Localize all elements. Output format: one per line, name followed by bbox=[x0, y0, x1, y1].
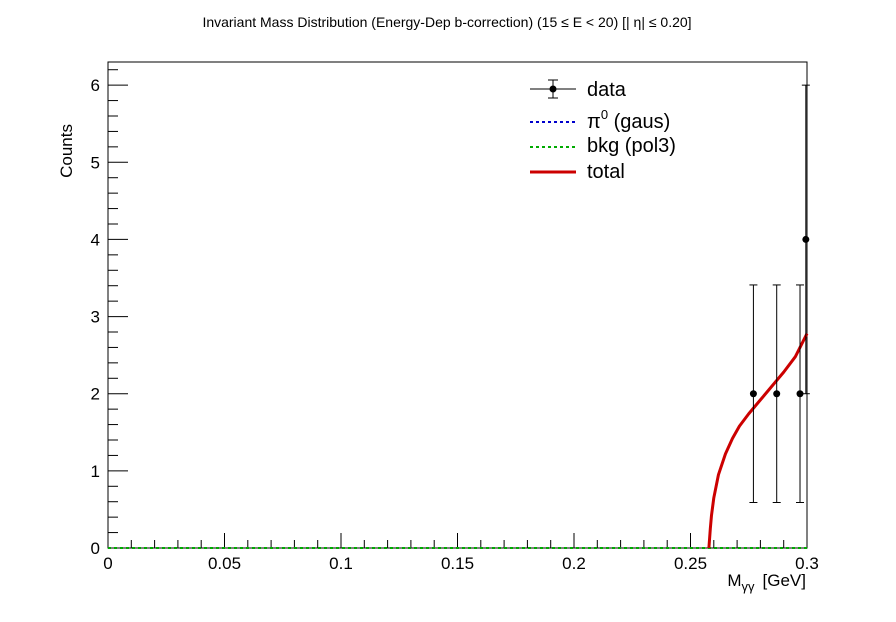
data-marker bbox=[773, 390, 781, 398]
legend-entry-bkg: bkg (pol3) bbox=[530, 135, 676, 157]
data-point bbox=[772, 284, 781, 503]
plot-frame bbox=[107, 61, 808, 549]
data-marker bbox=[796, 390, 804, 398]
series-lines bbox=[108, 332, 809, 549]
x-tick-label: 0.3 bbox=[795, 554, 819, 573]
legend-entry-data: data bbox=[530, 79, 627, 101]
legend-label-total: total bbox=[587, 161, 625, 183]
data-point bbox=[801, 84, 810, 395]
y-axis-title: Counts bbox=[57, 124, 76, 178]
chart-title: Invariant Mass Distribution (Energy-Dep … bbox=[202, 14, 691, 30]
data-point bbox=[796, 284, 805, 503]
y-tick-label: 4 bbox=[91, 230, 100, 249]
x-axis-title-main: M bbox=[727, 571, 741, 590]
y-tick-label: 5 bbox=[91, 153, 100, 172]
data-marker bbox=[802, 235, 810, 243]
y-tick-label: 0 bbox=[91, 539, 100, 558]
legend-entry-pi0: π0 (gaus) bbox=[530, 107, 670, 133]
x-tick-label: 0.15 bbox=[441, 554, 474, 573]
y-tick-label: 6 bbox=[91, 76, 100, 95]
y-axis: 0 1 2 3 4 5 6 bbox=[91, 69, 128, 558]
series-line-total bbox=[707, 332, 809, 549]
data-point bbox=[749, 284, 758, 503]
legend: data π0 (gaus) bkg (pol3) total bbox=[530, 79, 676, 183]
legend-entry-total: total bbox=[530, 161, 625, 183]
y-tick-label: 3 bbox=[91, 308, 100, 327]
legend-label-pi0: π0 (gaus) bbox=[587, 107, 670, 133]
legend-label-bkg: bkg (pol3) bbox=[587, 135, 676, 157]
x-axis-title-unit: [GeV] bbox=[763, 571, 806, 590]
x-tick-label: 0.1 bbox=[329, 554, 353, 573]
x-tick-label: 0.2 bbox=[562, 554, 586, 573]
y-tick-label: 1 bbox=[91, 462, 100, 481]
legend-label-data: data bbox=[587, 79, 627, 101]
x-tick-label: 0 bbox=[103, 554, 112, 573]
legend-label-pi0-sup: 0 bbox=[601, 107, 608, 122]
legend-label-pi0-rest: (gaus) bbox=[608, 111, 670, 133]
x-axis-title: Mγγ [GeV] bbox=[727, 571, 806, 594]
y-tick-label: 2 bbox=[91, 385, 100, 404]
legend-label-pi0-main: π bbox=[587, 111, 601, 133]
data-points bbox=[749, 84, 810, 503]
data-marker bbox=[749, 390, 757, 398]
x-axis: 0 0.05 0.1 0.15 0.2 0.25 0.3 bbox=[103, 533, 819, 573]
x-tick-label: 0.25 bbox=[674, 554, 707, 573]
x-tick-label: 0.05 bbox=[208, 554, 241, 573]
x-axis-title-sub: γγ bbox=[742, 579, 756, 594]
